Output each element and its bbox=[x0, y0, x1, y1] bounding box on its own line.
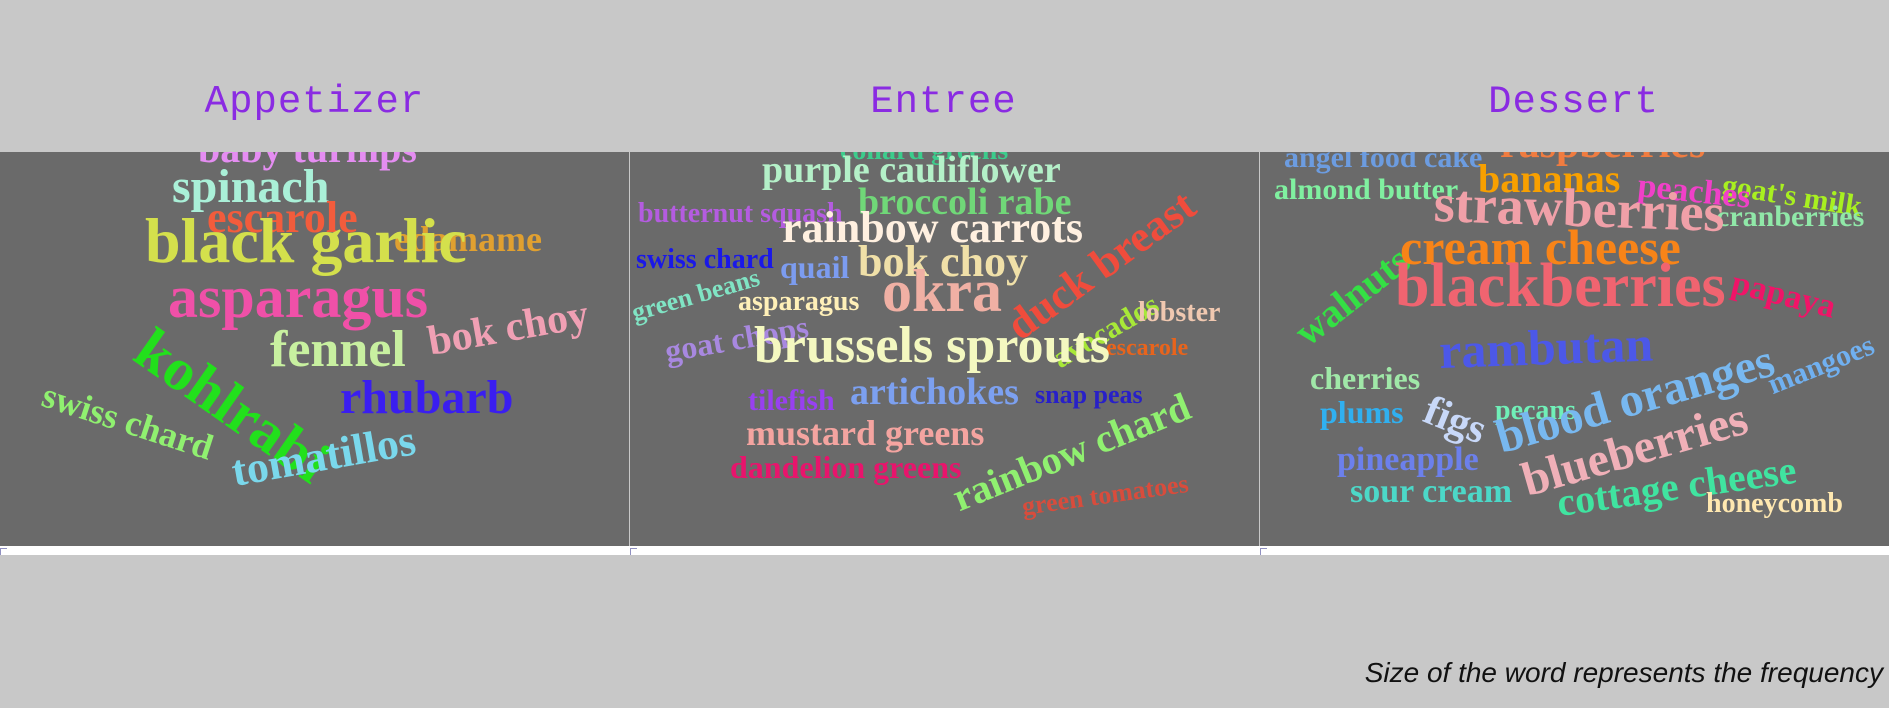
word-artichokes: artichokes bbox=[850, 371, 1019, 414]
word-brussels-sprouts: brussels sprouts bbox=[754, 317, 1110, 375]
bottom-strip bbox=[0, 546, 1889, 555]
panel-title-appetizer: Appetizer bbox=[204, 80, 425, 124]
word-bok-choy: bok choy bbox=[424, 291, 593, 366]
word-raspberries: raspberries bbox=[1500, 152, 1705, 165]
word-asparagus: asparagus bbox=[738, 286, 860, 318]
word-lobster: lobster bbox=[1138, 297, 1221, 329]
word-angel-food-cake: angel food cake bbox=[1284, 152, 1483, 175]
word-cream-cheese: cream cheese bbox=[1400, 219, 1681, 275]
word-cranberries: cranberries bbox=[1716, 200, 1865, 234]
wordcloud-appetizer: baby turnipsspinachescarole edamameblack … bbox=[0, 152, 629, 546]
word-quail: quail bbox=[780, 248, 850, 285]
word-pineapple: pineapple bbox=[1337, 440, 1479, 478]
word-mangoes: mangoes bbox=[1763, 328, 1879, 402]
wordcloud-entree: collard greenspurple cauliflowerbroccoli… bbox=[630, 152, 1259, 546]
word-okra: okra bbox=[882, 257, 1002, 324]
word-spinach: spinach bbox=[172, 159, 330, 213]
wordcloud-dessert: angel food cakeraspberriesgoat's milkalm… bbox=[1260, 152, 1889, 546]
word-cherries: cherries bbox=[1310, 359, 1421, 396]
word-purple-cauliflower: purple cauliflower bbox=[762, 152, 1061, 192]
word-pecans: pecans bbox=[1495, 395, 1576, 427]
word-blackberries: blackberries bbox=[1395, 251, 1726, 320]
word-swiss-chard: swiss chard bbox=[636, 244, 774, 276]
word-rainbow-carrots: rainbow carrots bbox=[782, 202, 1084, 252]
word-escarole: escarole bbox=[1106, 334, 1189, 361]
word-bok-choy: bok choy bbox=[858, 236, 1028, 286]
word-broccoli-rabe: broccoli rabe bbox=[858, 181, 1072, 224]
corner-tick bbox=[1260, 548, 1267, 555]
word-sour-cream: sour cream bbox=[1350, 472, 1513, 510]
word-black-garlic: black garlic bbox=[145, 205, 467, 277]
word-tilefish: tilefish bbox=[748, 384, 835, 418]
panel-title-dessert: Dessert bbox=[1488, 80, 1659, 124]
word-fennel: fennel bbox=[270, 321, 406, 379]
panel-title-entree: Entree bbox=[870, 80, 1017, 124]
word-edamame: edamame bbox=[394, 218, 542, 259]
word-mustard-greens: mustard greens bbox=[746, 412, 985, 453]
caption: Size of the word represents the frequenc… bbox=[1364, 657, 1883, 688]
word-papaya: papaya bbox=[1727, 263, 1840, 326]
word-honeycomb: honeycomb bbox=[1706, 488, 1843, 520]
word-rhubarb: rhubarb bbox=[340, 370, 514, 424]
word-escarole: escarole bbox=[207, 192, 358, 242]
word-collard-greens: collard greens bbox=[840, 152, 1008, 165]
corner-tick bbox=[0, 548, 7, 555]
word-dandelion-greens: dandelion greens bbox=[730, 448, 962, 485]
word-plums: plums bbox=[1320, 393, 1404, 430]
word-butternut-squash: butternut squash bbox=[638, 198, 843, 230]
corner-tick bbox=[630, 548, 637, 555]
word-baby-turnips: baby turnips bbox=[198, 152, 417, 169]
word-almond-butter: almond butter bbox=[1274, 173, 1459, 207]
word-rambutan: rambutan bbox=[1438, 315, 1654, 379]
word-snap-peas: snap peas bbox=[1035, 380, 1143, 410]
word-asparagus: asparagus bbox=[168, 263, 429, 330]
word-bananas: bananas bbox=[1478, 156, 1621, 202]
